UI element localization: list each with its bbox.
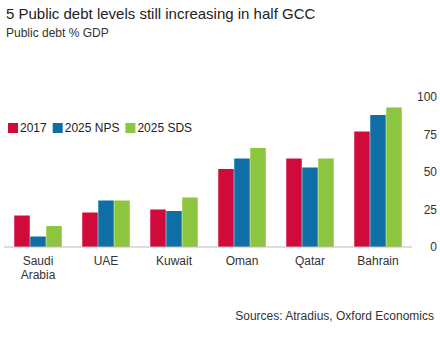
- x-tick-label: SaudiArabia: [21, 254, 56, 282]
- legend-label: 2017: [20, 121, 47, 135]
- source: Sources: Atradius, Oxford Economics: [235, 309, 434, 323]
- bar: [46, 226, 62, 247]
- legend-swatch: [125, 123, 135, 133]
- y-tick-label: 25: [424, 203, 438, 217]
- bar: [82, 213, 98, 248]
- x-tick-label-line: Qatar: [295, 254, 325, 268]
- bar: [250, 148, 266, 247]
- x-tick-label-line: Saudi: [23, 254, 54, 268]
- bar: [234, 159, 250, 248]
- tick-mark: [414, 209, 418, 210]
- baseline: [4, 247, 412, 248]
- tick-mark: [414, 172, 418, 173]
- x-tick-label-line: Oman: [226, 254, 259, 268]
- bar: [14, 216, 30, 248]
- y-tick-label: 75: [424, 128, 438, 142]
- x-tick-label-line: Kuwait: [156, 254, 193, 268]
- legend-label: 2025 SDS: [137, 121, 192, 135]
- y-tick-label: 0: [430, 240, 437, 254]
- bar: [218, 169, 234, 247]
- tick-mark: [414, 134, 418, 135]
- x-tick-label-line: UAE: [94, 254, 119, 268]
- x-tick-label: Kuwait: [156, 254, 193, 268]
- bar: [114, 201, 130, 248]
- bar: [302, 168, 318, 248]
- y-tick-label: 100: [417, 90, 437, 104]
- bar: [166, 211, 182, 247]
- x-tick-label: Oman: [226, 254, 259, 268]
- bar: [370, 115, 386, 247]
- x-tick-label: Bahrain: [357, 254, 398, 268]
- bar: [318, 159, 334, 248]
- legend-swatch: [8, 123, 18, 133]
- legend-label: 2025 NPS: [65, 121, 120, 135]
- bar: [150, 210, 166, 248]
- x-tick-label-line: Bahrain: [357, 254, 398, 268]
- bar: [30, 237, 46, 248]
- title: 5 Public debt levels still increasing in…: [6, 5, 315, 22]
- x-tick-label: UAE: [94, 254, 119, 268]
- x-tick-label-line: Arabia: [21, 268, 56, 282]
- tick-mark: [414, 247, 418, 248]
- subtitle: Public debt % GDP: [6, 26, 109, 40]
- legend-swatch: [53, 123, 63, 133]
- bars: [14, 108, 402, 248]
- bar: [286, 159, 302, 248]
- bar: [354, 132, 370, 248]
- y-tick-label: 50: [424, 165, 438, 179]
- bar: [182, 198, 198, 248]
- chart: 5 Public debt levels still increasing in…: [0, 0, 440, 337]
- bar: [386, 108, 402, 248]
- x-tick-label: Qatar: [295, 254, 325, 268]
- bar: [98, 201, 114, 248]
